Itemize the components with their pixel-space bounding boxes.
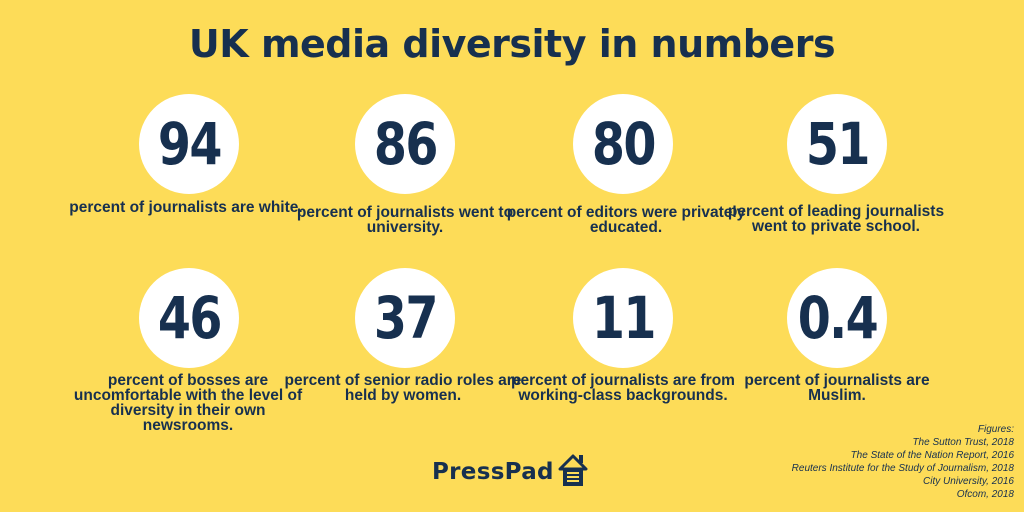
source-item: The State of the Nation Report, 2016 xyxy=(850,450,1014,461)
source-item: Ofcom, 2018 xyxy=(956,489,1014,500)
stat-caption: percent of journalists are white. xyxy=(69,199,303,216)
source-item: Reuters Institute for the Study of Journ… xyxy=(791,463,1014,474)
logo-text: PressPad xyxy=(432,459,554,485)
source-item: City University, 2016 xyxy=(923,476,1014,487)
sources-list: Figures: The Sutton Trust, 2018 The Stat… xyxy=(694,423,1014,501)
stat-circle: 86 xyxy=(355,94,455,194)
stat-number: 11 xyxy=(591,284,657,352)
stat-circle: 51 xyxy=(787,94,887,194)
sources-heading: Figures: xyxy=(977,424,1014,435)
stat-caption: percent of leading journalists went to p… xyxy=(727,203,945,235)
stat-number: 51 xyxy=(805,110,871,178)
stat-circle: 80 xyxy=(573,94,673,194)
stat-caption: percent of bosses are uncomfortable with… xyxy=(73,372,303,434)
stat-circle: 37 xyxy=(355,268,455,368)
stat-caption: percent of senior radio roles are held b… xyxy=(284,372,522,404)
source-item: The Sutton Trust, 2018 xyxy=(912,437,1014,448)
house-icon xyxy=(558,452,588,493)
stat-number: 37 xyxy=(373,284,439,352)
stat-caption: percent of journalists went to universit… xyxy=(296,204,514,236)
stat-number: 0.4 xyxy=(797,284,878,352)
presspad-logo: PressPad xyxy=(432,452,588,492)
stat-number: 80 xyxy=(591,110,657,178)
stat-circle: 46 xyxy=(139,268,239,368)
stat-circle: 0.4 xyxy=(787,268,887,368)
stat-caption: percent of editors were privately educat… xyxy=(506,204,746,236)
stat-number: 46 xyxy=(157,284,223,352)
stat-circle: 11 xyxy=(573,268,673,368)
stat-number: 94 xyxy=(157,110,223,178)
stat-caption: percent of journalists are from working-… xyxy=(511,372,735,404)
stat-circle: 94 xyxy=(139,94,239,194)
stat-caption: percent of journalists are Muslim. xyxy=(744,372,930,404)
page-title: UK media diversity in numbers xyxy=(188,22,836,66)
stat-number: 86 xyxy=(373,110,439,178)
